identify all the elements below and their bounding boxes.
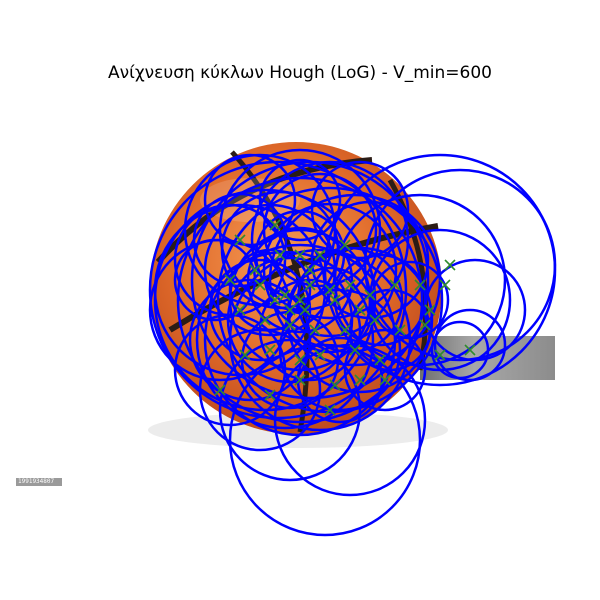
x-marker-icon [439,279,451,291]
x-marker-icon [234,304,246,316]
x-marker-icon [314,349,326,361]
detected-circle [173,313,287,427]
stock-id-strip [16,478,62,486]
plot-title: Ανίχνευση κύκλων Hough (LoG) - V_min=600 [107,63,492,83]
x-marker-icon [249,264,261,276]
x-marker-icon [309,324,321,336]
x-marker-icon [444,259,456,271]
x-marker-icon [394,324,406,336]
x-marker-icon [284,319,296,331]
detected-circle [363,168,557,362]
detected-circle [148,160,408,420]
x-marker-icon [329,294,341,306]
detected-circle [250,160,410,320]
x-marker-icon [379,374,391,386]
detected-circle [333,193,507,367]
x-marker-icon [324,404,336,416]
x-marker-icon [424,304,436,316]
detected-circle [433,308,507,382]
x-marker-icon [364,289,376,301]
x-marker-icon [284,304,296,316]
x-marker-icon [369,314,381,326]
detected-circle [310,200,430,320]
x-marker-icon [354,304,366,316]
x-marker-icon [339,239,351,251]
detected-circle [228,343,422,537]
x-marker-icon [329,379,341,391]
x-marker-icon [259,314,271,326]
x-marker-icon [269,294,281,306]
detected-circle [216,186,444,414]
x-marker-icon [294,374,306,386]
detected-circle [262,202,398,338]
x-marker-icon [464,344,476,356]
x-marker-icon [274,249,286,261]
x-marker-icon [304,279,316,291]
x-marker-icon [224,274,236,286]
x-marker-icon [299,304,311,316]
x-marker-icon [264,389,276,401]
x-marker-icon [294,249,306,261]
detected-circles [148,148,557,537]
detected-circle [208,258,312,362]
detected-circle [192,192,288,288]
x-marker-icon [374,354,386,366]
x-marker-icon [314,249,326,261]
x-marker-icon [239,349,251,361]
detected-circle [188,278,312,402]
x-marker-icon [389,279,401,291]
x-marker-icon [294,354,306,366]
x-marker-icon [344,279,356,291]
detected-circle [343,328,427,412]
stock-id-text: 1991934807 [18,478,55,485]
detected-circle [430,320,490,380]
x-marker-icon [354,374,366,386]
circle-centers [214,219,476,416]
x-marker-icon [304,264,316,276]
x-marker-icon [269,219,281,231]
detected-circle [203,153,297,247]
detected-circle [310,160,410,260]
x-marker-icon [294,294,306,306]
x-marker-icon [434,349,446,361]
detected-circle [246,226,354,334]
x-marker-icon [279,289,291,301]
x-marker-icon [264,344,276,356]
detected-circle [218,338,362,482]
x-marker-icon [414,279,426,291]
detected-circle [296,336,384,424]
x-marker-icon [339,324,351,336]
detected-circle [198,328,322,452]
detected-circle [258,158,342,242]
x-marker-icon [214,384,226,396]
x-marker-icon [419,319,431,331]
x-marker-icon [349,344,361,356]
x-marker-icon [254,279,266,291]
x-marker-icon [324,284,336,296]
x-marker-icon [234,234,246,246]
